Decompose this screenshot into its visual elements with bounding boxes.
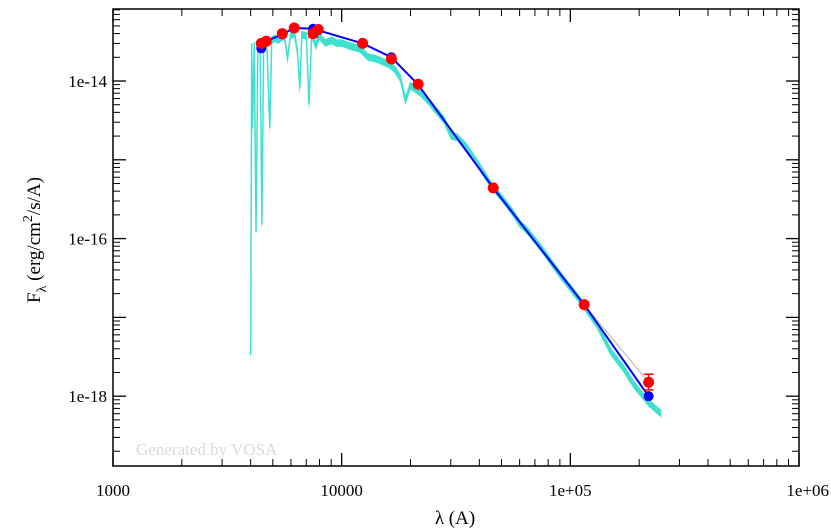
y-tick-label: 1e-16: [68, 230, 107, 249]
y-tick-label: 1e-14: [68, 72, 107, 91]
x-axis: 1000 10000 1e+05 1e+06: [96, 9, 829, 500]
y-axis-label: Fλ (erg/cm2/s/A): [21, 177, 50, 303]
model-series: [256, 23, 654, 402]
y-axis-label-unit-b: /s/A): [24, 177, 45, 215]
ir-connector-series: [583, 304, 650, 383]
y-axis-label-main: F: [24, 292, 45, 303]
observed-point: [357, 37, 369, 49]
ir-connector-line: [583, 304, 650, 383]
x-tick-label: 1e+06: [786, 481, 829, 500]
x-tick-label: 1000: [96, 481, 130, 500]
spectrum-area: [250, 31, 662, 418]
plot-border: [112, 8, 800, 467]
observed-series: [255, 22, 655, 391]
x-axis-label: λ (A): [435, 508, 475, 529]
x-tick-label: 1e+05: [549, 481, 592, 500]
observed-point: [312, 24, 324, 36]
spectrum-series: [249, 30, 662, 418]
observed-point: [487, 182, 499, 194]
observed-point: [578, 299, 590, 311]
model-line: [260, 26, 650, 397]
plot-frame: [112, 8, 800, 467]
y-axis-label-unit-a: (erg/cm: [24, 222, 45, 286]
y-axis-label-sup: 2: [21, 215, 36, 222]
observed-point: [260, 35, 272, 47]
x-tick-label: 10000: [320, 481, 363, 500]
observed-point: [276, 28, 288, 40]
y-tick-label: 1e-18: [68, 387, 107, 406]
model-point: [643, 391, 654, 402]
y-axis: 1e-14 1e-16 1e-18: [68, 9, 799, 452]
watermark-text: Generated by VOSA: [136, 440, 278, 459]
observed-point: [412, 78, 424, 90]
observed-point: [643, 376, 655, 388]
y-axis-label-sub: λ: [35, 285, 50, 292]
observed-point: [288, 22, 300, 34]
spectrum-line: [249, 30, 662, 412]
observed-point: [385, 53, 397, 65]
